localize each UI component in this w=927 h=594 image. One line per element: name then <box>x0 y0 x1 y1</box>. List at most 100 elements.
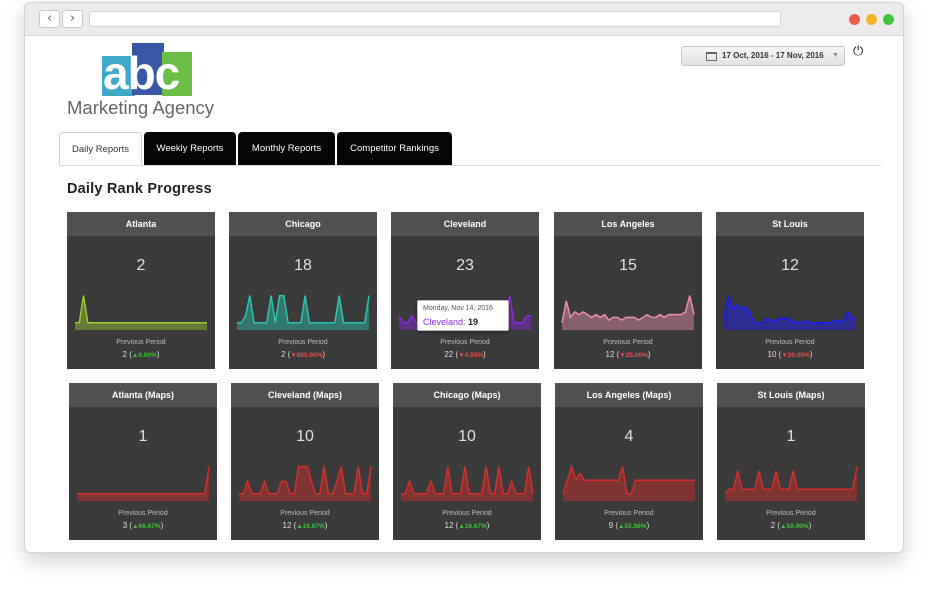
previous-period-label: Previous Period <box>765 339 815 346</box>
rank-card[interactable]: Atlanta (Maps) 1 Previous Period 3 (▲66.67%… <box>69 383 217 540</box>
card-rank-value: 1 <box>786 428 796 445</box>
previous-period-label: Previous Period <box>116 339 166 346</box>
previous-period-value: 12 (▼25.00%) <box>605 350 651 359</box>
tooltip-date: Monday, Nov 14, 2016 <box>423 305 493 312</box>
card-rank-value: 15 <box>619 257 637 274</box>
sparkline-line <box>75 295 207 324</box>
sparkline-chart[interactable] <box>562 459 695 505</box>
minimize-window-icon[interactable] <box>866 14 877 25</box>
rank-card[interactable]: Chicago (Maps) 10 Previous Period 12 (▲16.6… <box>393 383 541 540</box>
rank-card[interactable]: Chicago 18 Previous Period 2 (▼800.00%) <box>229 212 377 369</box>
sparkline-chart[interactable] <box>723 288 856 334</box>
card-title: St Louis <box>716 212 864 236</box>
previous-period-value: 2 (▲0.00%) <box>122 350 160 359</box>
rank-card[interactable]: Cleveland (Maps) 10 Previous Period 12 (▲16… <box>231 383 379 540</box>
card-title: Los Angeles (Maps) <box>555 383 703 407</box>
previous-rank: 22 <box>444 350 454 359</box>
sparkline-line <box>561 295 695 323</box>
rank-card[interactable]: Cleveland 23 Previous Period 22 (▼4.55%) Mon… <box>391 212 539 369</box>
card-title: Los Angeles <box>554 212 702 236</box>
previous-period-label: Previous Period <box>603 339 653 346</box>
date-range-picker[interactable]: 17 Oct, 2016 - 17 Nov, 2016 ▼ <box>681 46 845 66</box>
sparkline-chart[interactable] <box>561 288 695 334</box>
previous-period-value: 10 (▼20.00%) <box>767 350 813 359</box>
rank-card[interactable]: Los Angeles 15 Previous Period 12 (▼25.00%) <box>554 212 702 369</box>
card-title: Atlanta (Maps) <box>69 383 217 407</box>
previous-period-label: Previous Period <box>280 510 330 517</box>
previous-period-label: Previous Period <box>440 339 490 346</box>
chevron-down-icon: ▼ <box>832 52 839 59</box>
previous-rank: 2 <box>770 521 776 530</box>
tab-weekly-reports[interactable]: Weekly Reports <box>144 132 236 166</box>
close-window-icon[interactable] <box>849 14 860 25</box>
card-title: Atlanta <box>67 212 215 236</box>
sparkline-area <box>562 295 694 330</box>
arrow-down-icon: ▼ <box>781 352 788 359</box>
maximize-window-icon[interactable] <box>883 14 894 25</box>
sparkline-line <box>239 465 372 495</box>
previous-period-value: 2 (▼800.00%) <box>280 350 326 359</box>
change-percent: 0.00% <box>138 352 157 359</box>
change-percent: 20.00% <box>787 352 810 359</box>
change-percent: 800.00% <box>296 352 323 359</box>
card-rank-value: 12 <box>781 257 799 274</box>
rank-card[interactable]: Los Angeles (Maps) 4 Previous Period 9 (▲55… <box>555 383 703 540</box>
arrow-up-icon: ▲ <box>296 523 303 530</box>
rank-card[interactable]: St Louis (Maps) 1 Previous Period 2 (▲50.00… <box>717 383 865 540</box>
arrow-up-icon: ▲ <box>131 352 139 359</box>
sparkline-area <box>724 295 856 330</box>
change-percent: 55.56% <box>624 523 647 530</box>
change-percent: 25.00% <box>625 352 648 359</box>
tab-competitor-rankings[interactable]: Competitor Rankings <box>337 132 452 166</box>
previous-period-label: Previous Period <box>442 510 492 517</box>
previous-period-value: 12 (▲16.67%) <box>282 521 328 530</box>
sparkline-line <box>723 295 856 324</box>
rank-card[interactable]: St Louis 12 Previous Period 10 (▼20.00%) <box>716 212 864 369</box>
sparkline-line <box>237 294 370 324</box>
sparkline-line <box>562 464 695 495</box>
tab-daily-reports[interactable]: Daily Reports <box>59 132 142 166</box>
arrow-down-icon: ▼ <box>458 352 465 359</box>
sparkline-chart[interactable] <box>75 288 207 334</box>
arrow-up-icon: ▲ <box>618 523 625 530</box>
previous-period-value: 3 (▲66.67%) <box>122 521 164 530</box>
power-icon[interactable]: ⏻ <box>853 44 864 59</box>
previous-rank: 12 <box>282 521 292 530</box>
previous-period-label: Previous Period <box>278 339 328 346</box>
rank-card[interactable]: Atlanta 2 Previous Period 2 (▲0.00%) <box>67 212 215 369</box>
trend-down-change: ▼20.00% <box>781 352 809 359</box>
sparkline-chart[interactable] <box>77 459 210 505</box>
sparkline-chart[interactable] <box>401 459 534 505</box>
previous-period-label: Previous Period <box>604 510 654 517</box>
tooltip-value: 19 <box>468 317 479 327</box>
previous-period-value: 9 (▲55.56%) <box>608 521 650 530</box>
logo-block-a <box>102 56 135 96</box>
browser-window: ‹ › abc Marketing Agency 17 Oct, 2016 - … <box>24 2 904 553</box>
previous-rank: 12 <box>444 521 454 530</box>
previous-rank: 3 <box>122 521 128 530</box>
sparkline-line <box>401 466 534 495</box>
back-icon[interactable]: ‹ <box>39 10 60 28</box>
change-percent: 66.67% <box>138 523 161 530</box>
previous-period-label: Previous Period <box>766 510 816 517</box>
logo-block-c <box>162 52 192 96</box>
forward-icon[interactable]: › <box>62 10 83 28</box>
trend-up-change: ▲55.56% <box>618 523 646 530</box>
sparkline-chart[interactable] <box>237 288 370 334</box>
previous-period-value: 12 (▲16.67%) <box>444 521 490 530</box>
sparkline-chart[interactable] <box>724 459 858 505</box>
tab-divider <box>59 165 881 166</box>
tab-monthly-reports[interactable]: Monthly Reports <box>238 132 335 166</box>
sparkline-area <box>239 466 371 501</box>
change-percent: 16.67% <box>302 523 325 530</box>
previous-rank: 9 <box>608 521 614 530</box>
arrow-down-icon: ▼ <box>619 352 626 359</box>
previous-period-label: Previous Period <box>118 510 168 517</box>
sparkline-chart[interactable] <box>239 459 372 505</box>
trend-down-change: ▼25.00% <box>619 352 647 359</box>
address-bar[interactable] <box>89 11 781 27</box>
previous-period-value: 2 (▲50.00%) <box>770 521 812 530</box>
chart-tooltip: Monday, Nov 14, 2016 Cleveland: 19 <box>417 300 509 331</box>
previous-rank: 2 <box>122 350 127 359</box>
trend-up-change: ▲66.67% <box>132 523 160 530</box>
